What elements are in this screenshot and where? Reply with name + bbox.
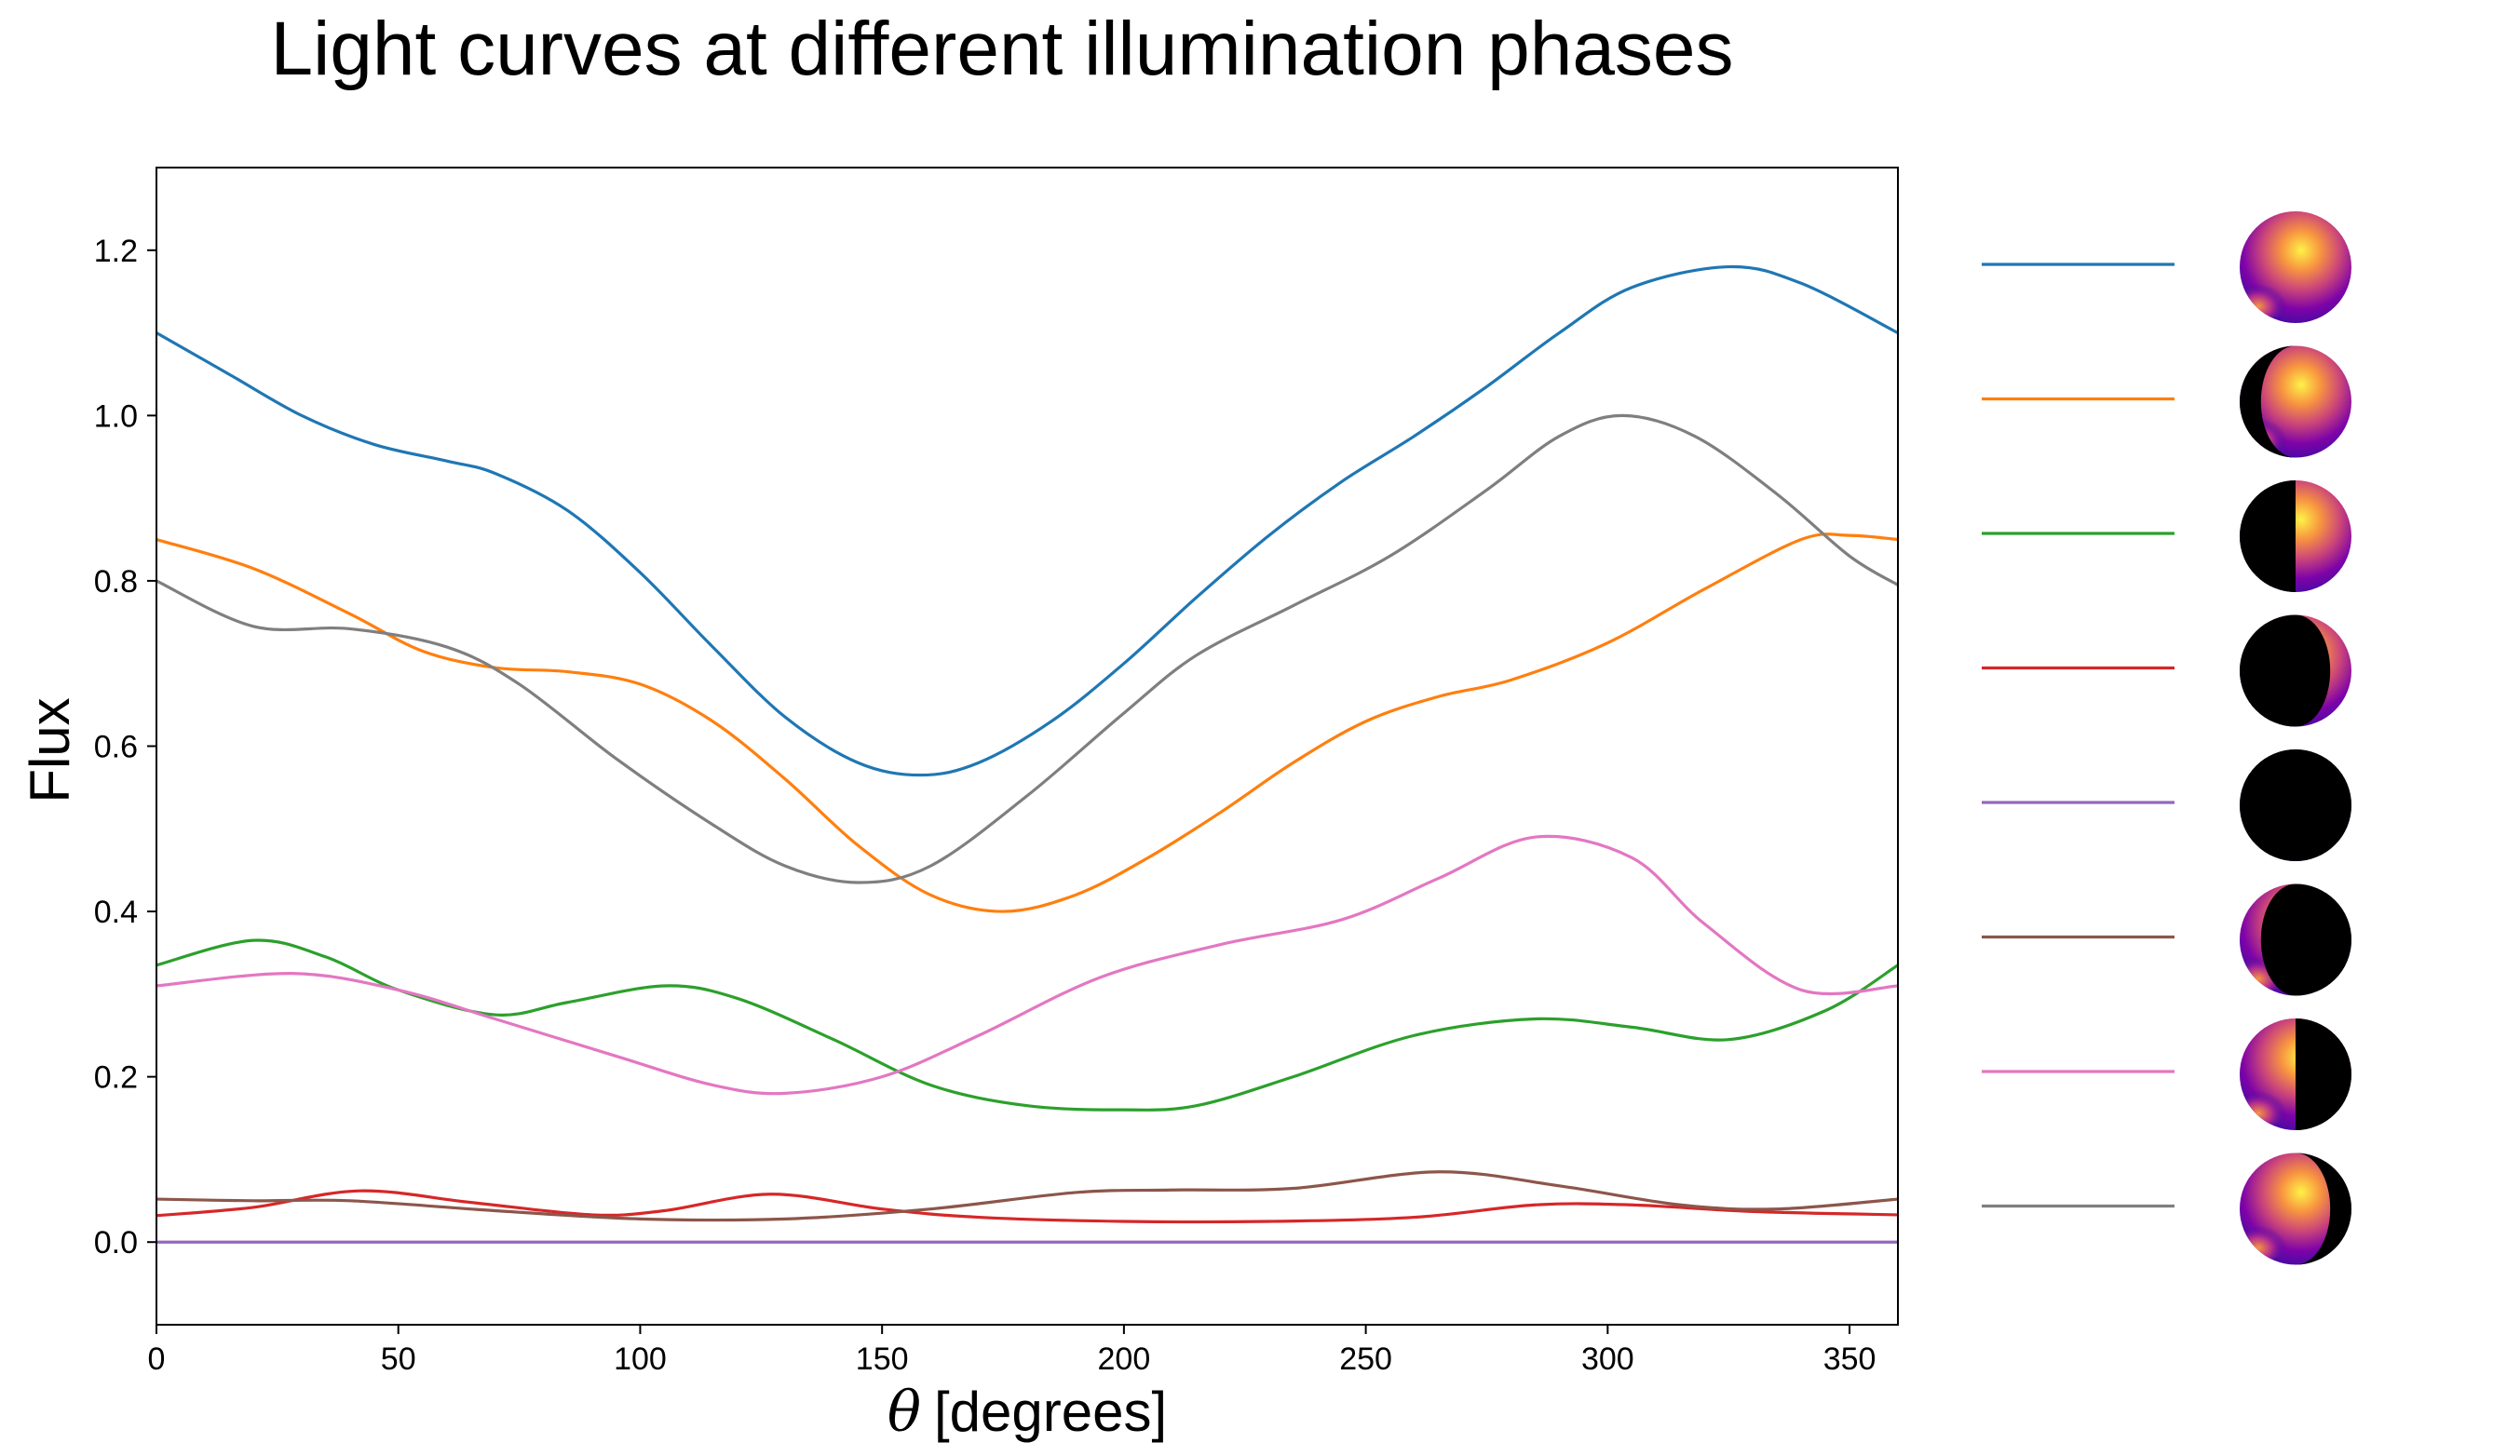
planet-phase-map	[2240, 614, 2351, 727]
y-axis: 0.0 0.2 0.4 0.6 0.8 1.0 1.2	[94, 234, 156, 1261]
series-line-7	[156, 834, 1898, 1096]
planet-phase-map	[2240, 211, 2351, 323]
y-tick-label: 0.2	[94, 1060, 138, 1096]
chart-title: Light curves at different illumination p…	[270, 7, 1733, 91]
series-line-4	[156, 1189, 1898, 1224]
plot-area	[156, 167, 1899, 1326]
series-line-1	[156, 264, 1898, 777]
x-tick-label: 200	[1098, 1341, 1151, 1377]
y-tick-label: 1.2	[94, 234, 138, 269]
x-tick-label: 250	[1339, 1341, 1392, 1377]
x-axis-unit: [degrees]	[934, 1381, 1167, 1443]
legend-entry-3	[1982, 480, 2351, 592]
y-tick-label: 0.0	[94, 1225, 138, 1261]
legend-entry-7	[1982, 1018, 2351, 1130]
y-tick-label: 0.6	[94, 730, 138, 765]
x-tick-label: 300	[1581, 1341, 1634, 1377]
legend-entry-2	[1982, 345, 2351, 458]
plot-frame	[156, 167, 1899, 1326]
series-group	[156, 264, 1898, 1244]
series-line-3	[156, 938, 1898, 1112]
x-axis-symbol: θ	[887, 1380, 921, 1445]
x-tick-label: 0	[148, 1341, 166, 1377]
legend-entry-1	[1982, 211, 2351, 323]
legend-entry-8	[1982, 1153, 2351, 1265]
planet-phase-map	[2240, 1153, 2351, 1265]
planet-phase-map	[2240, 749, 2351, 861]
planet-phase-map	[2240, 480, 2351, 592]
y-tick-label: 0.8	[94, 564, 138, 600]
legend-entry-4	[1982, 614, 2351, 727]
legend	[1982, 211, 2351, 1265]
x-tick-label: 100	[614, 1341, 667, 1377]
series-line-6	[156, 1170, 1898, 1222]
x-axis-title: θ [degrees]	[887, 1380, 1167, 1445]
planet-phase-map	[2240, 1018, 2351, 1130]
y-tick-label: 0.4	[94, 895, 138, 930]
x-axis: 0 50 100 150 200 250 300 350	[148, 1325, 1876, 1377]
x-tick-label: 150	[856, 1341, 909, 1377]
legend-entry-5	[1982, 749, 2351, 861]
y-tick-label: 1.0	[94, 398, 138, 434]
planet-phase-map	[2240, 883, 2351, 996]
x-tick-label: 50	[381, 1341, 416, 1377]
legend-entry-6	[1982, 883, 2351, 996]
y-axis-title: Flux	[19, 697, 81, 802]
series-line-8	[156, 413, 1898, 884]
planet-phase-map	[2240, 345, 2351, 458]
x-tick-label: 350	[1823, 1341, 1876, 1377]
series-line-2	[156, 533, 1898, 913]
